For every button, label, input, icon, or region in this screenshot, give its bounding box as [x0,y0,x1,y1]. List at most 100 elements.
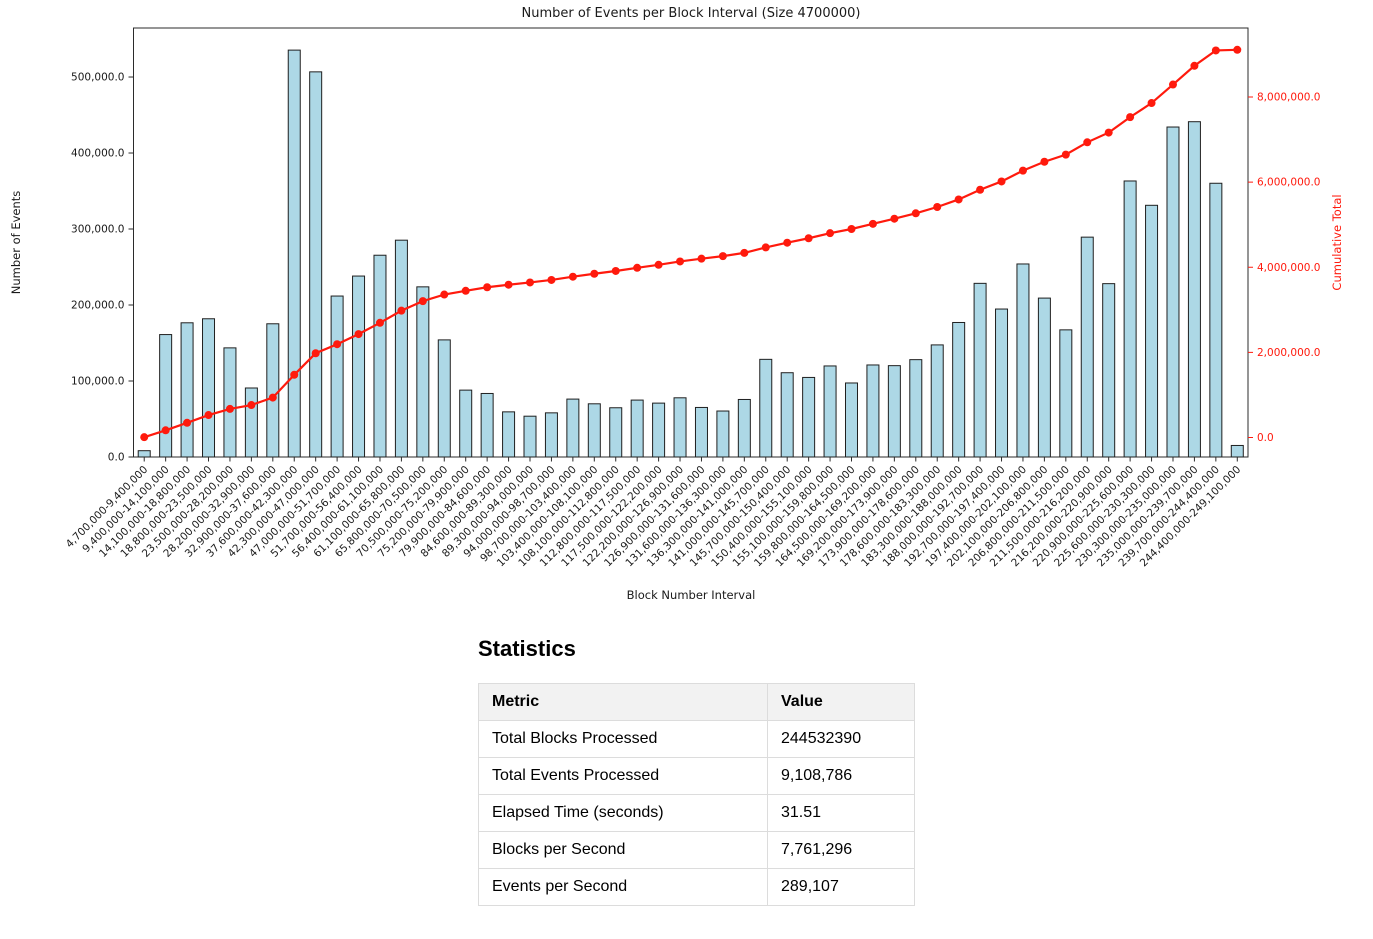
cumulative-point [140,433,149,442]
y-tick-label-right: 2,000,000.0 [1257,347,1320,359]
cumulative-point [333,340,342,349]
cumulative-point [633,263,642,272]
cumulative-point [526,278,535,287]
table-row: Total Blocks Processed 244532390 [478,720,915,758]
cumulative-point [954,195,963,204]
cumulative-point [1233,45,1242,54]
cumulative-point [1083,138,1092,147]
cumulative-point [397,306,406,315]
cumulative-point [868,219,877,228]
bar [202,318,216,458]
bar [137,450,151,458]
bar [1123,180,1137,458]
value-cell: 9,108,786 [767,757,915,795]
cumulative-point [590,269,599,278]
cumulative-point [890,214,899,223]
y-tick-label-right: 8,000,000.0 [1257,91,1320,103]
metric-cell: Total Events Processed [478,757,768,795]
cumulative-line [143,48,1238,439]
cumulative-point [804,234,813,243]
bar [159,334,173,458]
bar [566,398,580,458]
bar [866,364,880,458]
cumulative-point [418,297,427,306]
cumulative-point [611,266,620,275]
value-cell: 289,107 [767,868,915,906]
statistics-heading: Statistics [478,636,576,661]
table-row: Elapsed Time (seconds) 31.51 [478,794,915,832]
bar [266,323,280,458]
chart-title: Number of Events per Block Interval (Siz… [522,6,861,21]
table-row: Blocks per Second 7,761,296 [478,831,915,869]
bar [309,71,323,458]
bar [1102,283,1116,458]
table-row: Events per Second 289,107 [478,868,915,906]
bar [373,254,387,458]
bar [394,239,408,458]
cumulative-point [761,243,770,252]
cumulative-point [1040,157,1049,166]
statistics-table: Metric Value Total Blocks Processed 24453… [478,683,915,906]
cumulative-point [997,177,1006,186]
metric-cell: Events per Second [478,868,768,906]
bar [459,389,473,458]
events-chart: Number of Events per Block Interval (Siz… [9,6,1344,602]
y-axis-label-left: Number of Events [9,191,23,295]
bar [652,402,666,458]
bar [1230,444,1244,458]
bar [1209,182,1223,458]
cumulative-point [1126,113,1135,122]
y-tick-label-left: 200,000.0 [71,300,124,312]
bar [716,410,730,458]
header-row: Metric Value [478,683,915,721]
bar [609,407,623,458]
statistics-section: Statistics Metric Value Total Blocks Pro… [478,636,915,906]
cumulative-point [568,272,577,281]
bar [587,403,601,458]
bar [694,406,708,458]
y-tick-label-left: 400,000.0 [71,148,124,160]
metric-column-header: Metric [478,683,768,721]
cumulative-point [311,349,320,358]
cumulative-point [1104,128,1113,137]
bar [995,308,1009,458]
y-axis-label-right: Cumulative Total [1330,194,1344,290]
statistics-table-head: Metric Value [478,683,915,721]
cumulative-point [697,254,706,263]
plot-area: 0.0 100,000.0 200,000.0 300,000.0 400,000.0 5… [64,27,1320,569]
bar [887,365,901,458]
cumulative-point [290,370,299,379]
value-cell: 7,761,296 [767,831,915,869]
metric-cell: Total Blocks Processed [478,720,768,758]
cumulative-point [247,401,256,410]
cumulative-point [1190,61,1199,70]
bar [544,412,558,458]
bar [416,286,430,458]
value-cell: 31.51 [767,794,915,832]
cumulative-point [461,286,470,295]
bar [759,358,773,458]
bar [1187,121,1201,458]
bar [1059,329,1073,458]
y-tick-label-left: 300,000.0 [71,224,124,236]
bar [1166,126,1180,458]
cumulative-point [225,404,234,413]
bar [1016,263,1030,458]
cumulative-point [354,330,363,339]
bar [673,397,687,458]
value-cell: 244532390 [767,720,915,758]
bar [630,399,644,458]
cumulative-point [676,257,685,266]
bar [287,49,301,458]
cumulative-point [1018,166,1027,175]
bar [844,382,858,458]
cumulative-point [440,290,449,299]
x-axis-label: Block Number Interval [627,588,756,602]
cumulative-point [504,280,513,289]
table-row: Total Events Processed 9,108,786 [478,757,915,795]
cumulative-point [1147,99,1156,108]
bar [909,359,923,458]
bar [737,398,751,458]
metric-cell: Elapsed Time (seconds) [478,794,768,832]
cumulative-point [483,283,492,292]
